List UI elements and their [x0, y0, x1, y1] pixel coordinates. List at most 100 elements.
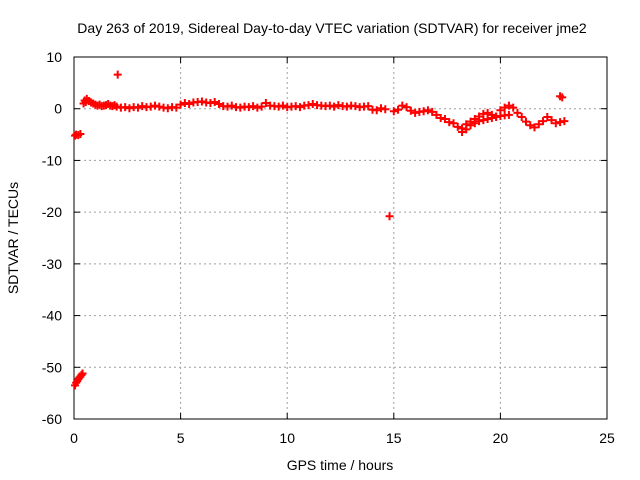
- data-point: [291, 102, 300, 111]
- data-point: [483, 115, 492, 124]
- data-point: [257, 102, 266, 111]
- data-point: [394, 105, 403, 114]
- data-point: [377, 104, 386, 113]
- data-point: [492, 112, 501, 121]
- data-point: [113, 70, 122, 79]
- data-point: [423, 106, 432, 115]
- y-tick-label: -60: [42, 411, 62, 427]
- data-point: [133, 103, 142, 112]
- data-point: [453, 122, 462, 131]
- data-point: [163, 104, 172, 113]
- data-point: [206, 99, 215, 108]
- data-point: [436, 114, 445, 123]
- data-point: [402, 103, 411, 112]
- data-point: [125, 104, 134, 113]
- data-point: [227, 101, 236, 110]
- data-point: [385, 212, 394, 221]
- data-point: [112, 102, 121, 111]
- data-point: [458, 127, 467, 136]
- data-point: [462, 125, 471, 134]
- y-tick-label: 0: [54, 101, 62, 117]
- data-point: [479, 116, 488, 125]
- data-point: [342, 102, 351, 111]
- data-point: [274, 102, 283, 111]
- data-points: [71, 70, 569, 390]
- data-point: [449, 119, 458, 128]
- data-point: [526, 121, 535, 130]
- data-point: [521, 117, 530, 126]
- x-tick-label: 15: [386, 430, 402, 446]
- data-point: [278, 101, 287, 110]
- y-tick-labels: 10 0 -10 -20 -30 -40 -50 -60: [42, 49, 62, 427]
- chart-title: Day 263 of 2019, Sidereal Day-to-day VTE…: [77, 20, 587, 36]
- data-point: [253, 103, 262, 112]
- data-point: [432, 110, 441, 119]
- x-tick-label: 5: [177, 430, 185, 446]
- data-point: [223, 102, 232, 111]
- data-point: [389, 107, 398, 116]
- data-point: [236, 103, 245, 112]
- data-point: [470, 119, 479, 128]
- x-tick-label: 0: [70, 430, 78, 446]
- y-axis-label: SDTVAR / TECUs: [5, 182, 21, 294]
- data-point: [261, 99, 270, 108]
- data-point: [445, 118, 454, 127]
- grid-lines: [74, 57, 607, 419]
- x-tick-labels: 0 5 10 15 20 25: [70, 430, 615, 446]
- data-point: [185, 100, 194, 109]
- data-point: [398, 101, 407, 110]
- data-point: [249, 102, 258, 111]
- data-point: [351, 102, 360, 111]
- data-point: [513, 108, 522, 117]
- data-point: [180, 99, 189, 108]
- y-tick-label: -50: [42, 359, 62, 375]
- data-point: [543, 112, 552, 121]
- data-point: [547, 116, 556, 125]
- data-point: [77, 371, 86, 380]
- data-point: [406, 106, 415, 115]
- data-point: [78, 369, 87, 378]
- data-point: [381, 105, 390, 114]
- data-point: [560, 117, 569, 126]
- data-point: [419, 107, 428, 116]
- data-point: [428, 107, 437, 116]
- data-point: [176, 100, 185, 109]
- data-point: [121, 103, 130, 112]
- data-point: [551, 119, 560, 128]
- data-point: [504, 101, 513, 110]
- x-tick-label: 20: [493, 430, 509, 446]
- data-point: [304, 101, 313, 110]
- data-point: [504, 110, 513, 119]
- data-point: [244, 103, 253, 112]
- data-point: [556, 118, 565, 127]
- data-point: [330, 102, 339, 111]
- plot-frame: [73, 56, 608, 420]
- axis-ticks: [73, 56, 608, 420]
- data-point: [500, 103, 509, 112]
- data-point: [487, 114, 496, 123]
- data-point: [214, 100, 223, 109]
- data-point: [466, 121, 475, 130]
- y-tick-label: -30: [42, 256, 62, 272]
- data-point: [517, 112, 526, 121]
- data-point: [138, 102, 147, 111]
- data-point: [440, 115, 449, 124]
- data-point: [155, 102, 164, 111]
- data-point: [325, 101, 334, 110]
- data-point: [372, 106, 381, 115]
- y-tick-label: 10: [46, 49, 62, 65]
- data-point: [364, 102, 373, 111]
- data-point: [475, 117, 484, 126]
- data-point: [558, 93, 567, 102]
- data-point: [530, 123, 539, 132]
- y-tick-label: -20: [42, 204, 62, 220]
- data-point: [539, 117, 548, 126]
- data-point: [411, 108, 420, 117]
- data-point: [308, 100, 317, 109]
- data-point: [210, 97, 219, 106]
- series-sdtvar: [71, 70, 569, 390]
- data-point: [534, 120, 543, 129]
- data-point: [295, 103, 304, 112]
- y-tick-label: -40: [42, 308, 62, 324]
- y-tick-label: -10: [42, 152, 62, 168]
